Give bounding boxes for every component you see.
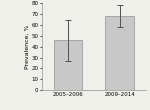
- Y-axis label: Prevalence, %: Prevalence, %: [25, 25, 30, 69]
- Bar: [105, 16, 134, 90]
- Bar: [54, 40, 82, 90]
